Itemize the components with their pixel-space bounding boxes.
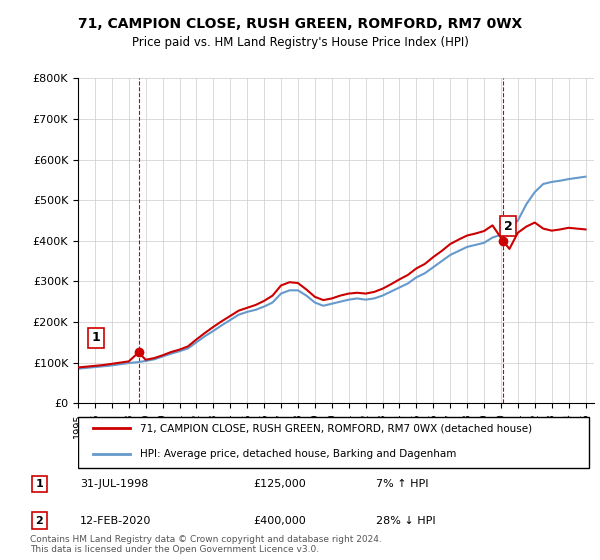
Text: 71, CAMPION CLOSE, RUSH GREEN, ROMFORD, RM7 0WX (detached house): 71, CAMPION CLOSE, RUSH GREEN, ROMFORD, … <box>140 423 532 433</box>
Text: 2: 2 <box>503 220 512 233</box>
Text: 1: 1 <box>92 332 101 344</box>
Text: 1: 1 <box>35 479 43 489</box>
Text: 2: 2 <box>35 516 43 526</box>
Text: 7% ↑ HPI: 7% ↑ HPI <box>376 479 428 489</box>
Text: 71, CAMPION CLOSE, RUSH GREEN, ROMFORD, RM7 0WX: 71, CAMPION CLOSE, RUSH GREEN, ROMFORD, … <box>78 17 522 31</box>
Text: HPI: Average price, detached house, Barking and Dagenham: HPI: Average price, detached house, Bark… <box>140 449 456 459</box>
Text: 31-JUL-1998: 31-JUL-1998 <box>80 479 149 489</box>
Text: £400,000: £400,000 <box>253 516 306 526</box>
Text: Price paid vs. HM Land Registry's House Price Index (HPI): Price paid vs. HM Land Registry's House … <box>131 36 469 49</box>
Text: 28% ↓ HPI: 28% ↓ HPI <box>376 516 436 526</box>
Text: 12-FEB-2020: 12-FEB-2020 <box>80 516 152 526</box>
Text: Contains HM Land Registry data © Crown copyright and database right 2024.
This d: Contains HM Land Registry data © Crown c… <box>30 535 382 554</box>
FancyBboxPatch shape <box>78 417 589 468</box>
Text: £125,000: £125,000 <box>253 479 306 489</box>
